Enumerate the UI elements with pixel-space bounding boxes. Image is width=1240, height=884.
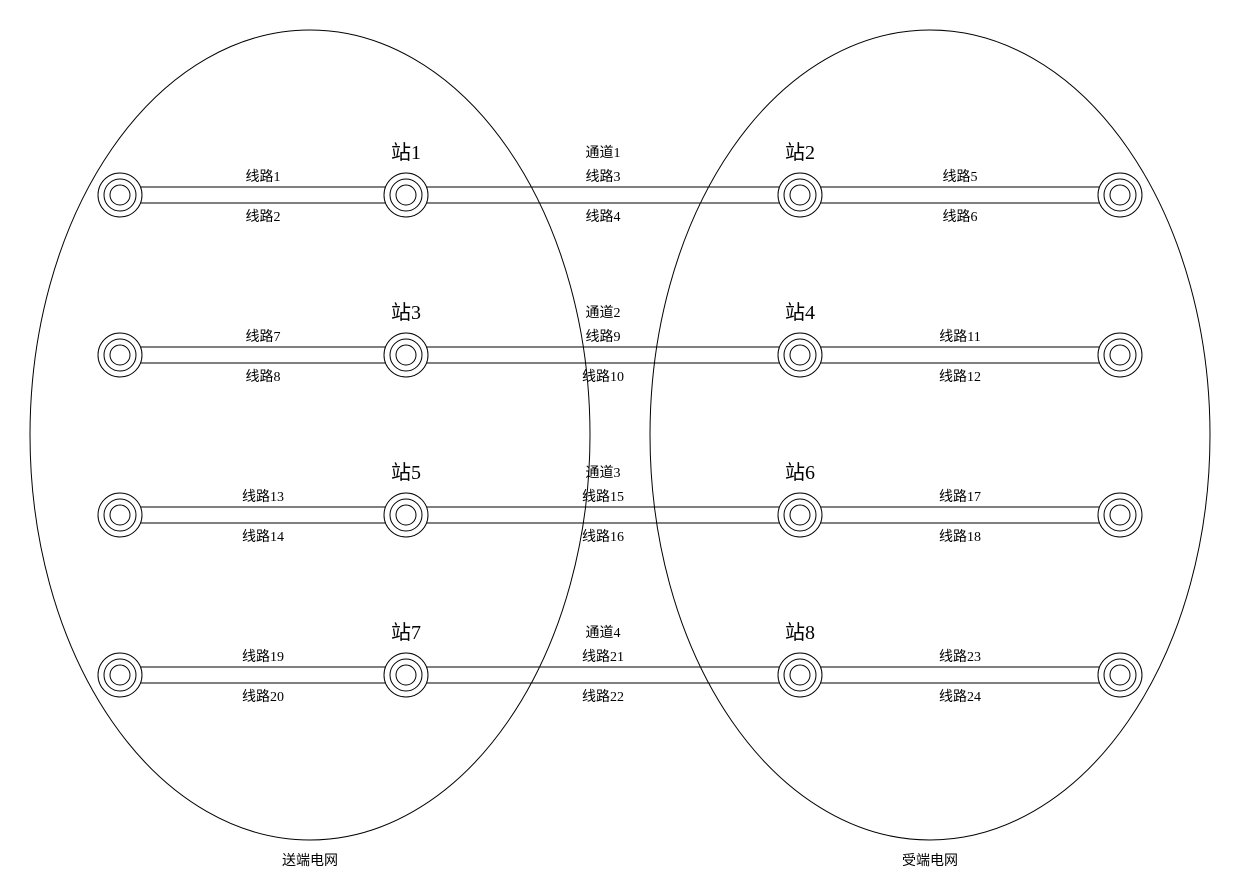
node-0-2	[778, 173, 822, 217]
channel-label-0: 通道1	[586, 145, 621, 161]
node-0-1	[384, 173, 428, 217]
line-label-upper-3-0: 线路19	[242, 649, 284, 665]
station-label-right-1: 站4	[785, 301, 815, 324]
line-label-upper-1-2: 线路11	[939, 329, 980, 345]
node-3-3	[1098, 653, 1142, 697]
left-grid-label: 送端电网	[282, 853, 338, 869]
node-3-1	[384, 653, 428, 697]
line-label-upper-1-1: 线路9	[586, 329, 621, 345]
station-label-right-2: 站6	[785, 461, 815, 484]
line-label-lower-0-2: 线路6	[943, 209, 978, 225]
line-label-upper-2-2: 线路17	[939, 489, 981, 505]
station-label-left-2: 站5	[391, 461, 421, 484]
node-1-0	[98, 333, 142, 377]
node-2-0	[98, 493, 142, 537]
node-2-3	[1098, 493, 1142, 537]
node-1-3	[1098, 333, 1142, 377]
line-label-upper-1-0: 线路7	[246, 329, 281, 345]
line-label-lower-1-1: 线路10	[582, 369, 624, 385]
line-label-upper-0-1: 线路3	[586, 169, 621, 185]
right-grid-ellipse	[650, 30, 1210, 840]
line-label-lower-1-0: 线路8	[246, 369, 281, 385]
station-label-left-1: 站3	[391, 301, 421, 324]
line-label-upper-3-2: 线路23	[939, 649, 981, 665]
line-label-upper-2-0: 线路13	[242, 489, 284, 505]
line-label-lower-1-2: 线路12	[939, 369, 981, 385]
station-label-left-3: 站7	[391, 621, 421, 644]
line-label-lower-0-0: 线路2	[246, 209, 281, 225]
station-label-right-3: 站8	[785, 621, 815, 644]
line-label-upper-0-2: 线路5	[943, 169, 978, 185]
right-grid-label: 受端电网	[902, 853, 958, 869]
line-label-upper-0-0: 线路1	[246, 169, 281, 185]
node-3-0	[98, 653, 142, 697]
line-label-lower-2-0: 线路14	[242, 529, 284, 545]
line-label-lower-2-1: 线路16	[582, 529, 624, 545]
node-2-2	[778, 493, 822, 537]
station-label-left-0: 站1	[391, 141, 421, 164]
node-1-1	[384, 333, 428, 377]
node-3-2	[778, 653, 822, 697]
line-label-lower-0-1: 线路4	[586, 209, 621, 225]
channel-label-2: 通道3	[586, 465, 621, 481]
left-grid-ellipse	[30, 30, 590, 840]
line-label-upper-3-1: 线路21	[582, 649, 624, 665]
node-1-2	[778, 333, 822, 377]
node-0-3	[1098, 173, 1142, 217]
channel-label-1: 通道2	[586, 305, 621, 321]
network-diagram: 线路1 线路2 线路3 线路4 线路5 线路6 通道1 站1 站2 线路7 线路8 线路9 线路10 线路…	[0, 0, 1240, 884]
node-0-0	[98, 173, 142, 217]
channel-label-3: 通道4	[586, 625, 621, 641]
line-label-upper-2-1: 线路15	[582, 489, 624, 505]
line-label-lower-2-2: 线路18	[939, 529, 981, 545]
line-label-lower-3-0: 线路20	[242, 689, 284, 705]
node-2-1	[384, 493, 428, 537]
line-label-lower-3-2: 线路24	[939, 689, 981, 705]
line-label-lower-3-1: 线路22	[582, 689, 624, 705]
station-label-right-0: 站2	[785, 141, 815, 164]
